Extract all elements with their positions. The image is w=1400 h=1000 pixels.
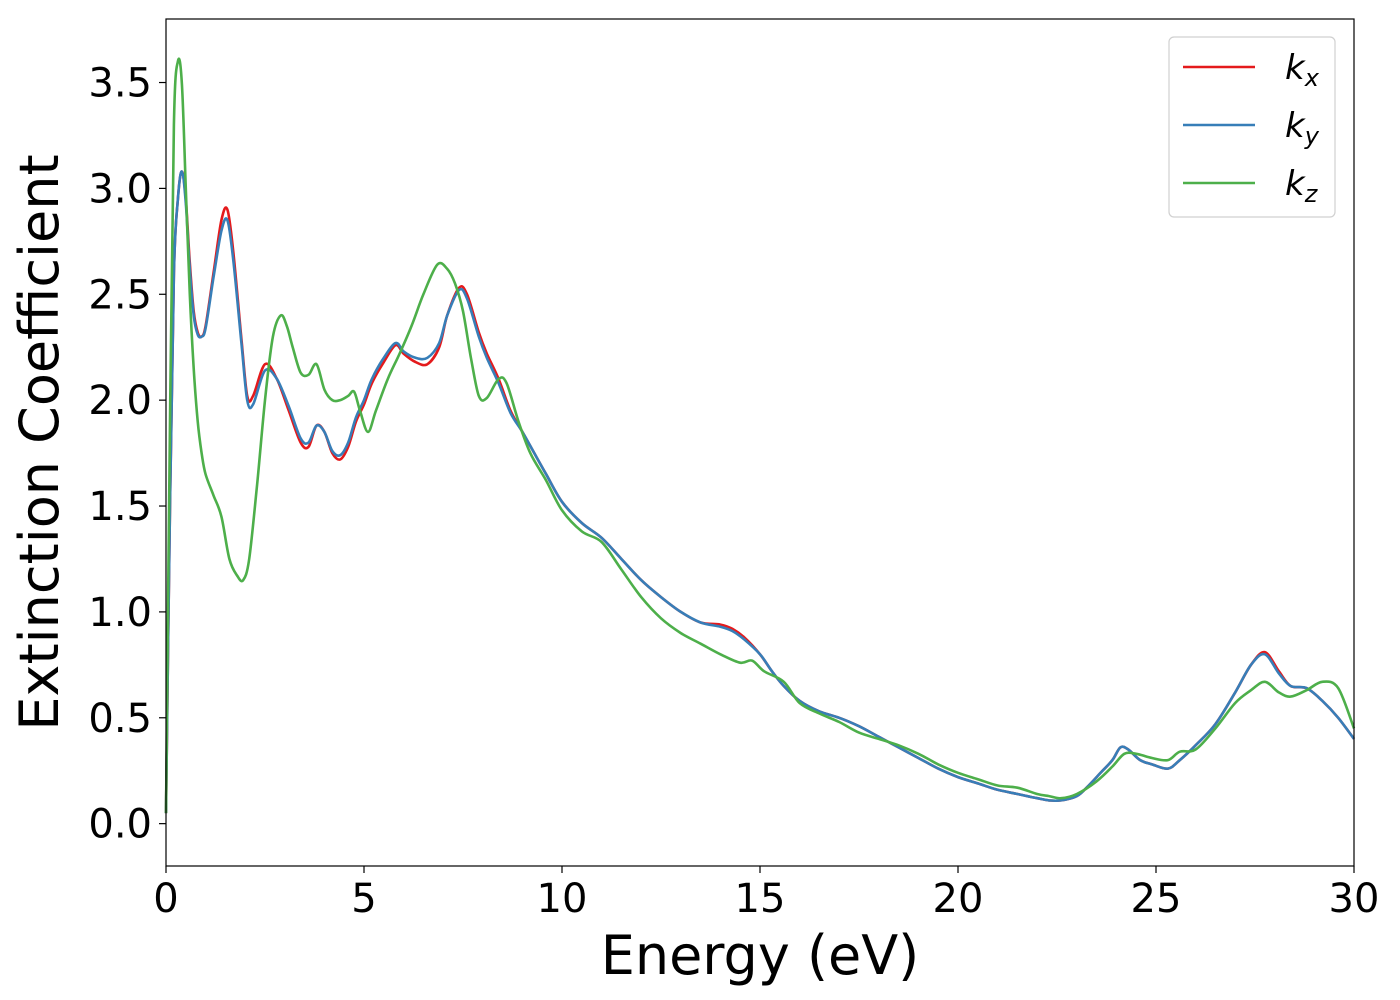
x-tick-label: 15	[735, 876, 786, 922]
x-tick-label: 25	[1131, 876, 1182, 922]
y-tick-label: 3.0	[88, 166, 152, 212]
x-tick-label: 5	[351, 876, 376, 922]
x-axis-label: Energy (eV)	[601, 924, 920, 987]
x-tick-label: 20	[933, 876, 984, 922]
y-axis-label: Extinction Coefficient	[8, 154, 71, 730]
x-tick-label: 30	[1329, 876, 1380, 922]
legend-label-z: kz	[1285, 164, 1319, 208]
legend-box	[1168, 36, 1336, 218]
series-line-z	[164, 57, 1356, 814]
legend-label-x: kx	[1285, 48, 1320, 92]
ticks-layer: 0 5 10 15 20 25 30 0.0 0.5 1.0 1.5 2.0 2.5 3.0 3.5	[88, 61, 1379, 922]
x-tick-label: 10	[537, 876, 588, 922]
x-tick-label: 0	[153, 876, 178, 922]
series-layer	[164, 57, 1356, 814]
y-tick-label: 1.0	[88, 590, 152, 636]
y-tick-label: 1.5	[88, 484, 152, 530]
legend-label-y: ky	[1285, 106, 1320, 150]
y-tick-label: 0.5	[88, 696, 152, 742]
series-line-y	[164, 170, 1356, 814]
legend: kx ky kz	[1168, 36, 1336, 218]
y-tick-label: 2.5	[88, 272, 152, 318]
series-line-x	[164, 170, 1356, 814]
y-tick-label: 3.5	[88, 61, 152, 107]
y-tick-label: 2.0	[88, 378, 152, 424]
y-tick-label: 0.0	[88, 802, 152, 848]
